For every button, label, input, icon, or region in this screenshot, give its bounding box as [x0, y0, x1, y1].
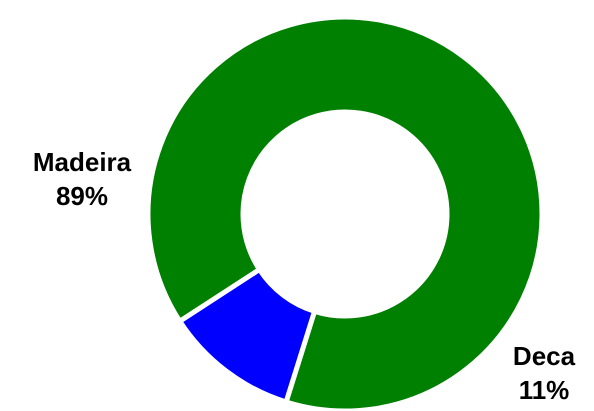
slice-deca: [176, 266, 318, 406]
slices-group: [144, 13, 546, 411]
slice-pct-deca: 11%: [518, 375, 570, 405]
slice-madeira: [145, 14, 545, 411]
outer-rim: [144, 13, 546, 411]
slice-label-deca: Deca 11%: [494, 339, 594, 407]
slice-label-madeira: Madeira 89%: [14, 145, 150, 213]
slice-pct-madeira: 89%: [55, 181, 109, 211]
donut-hole: [245, 114, 445, 314]
slice-name-deca: Deca: [512, 341, 576, 371]
slice-name-madeira: Madeira: [32, 147, 132, 177]
